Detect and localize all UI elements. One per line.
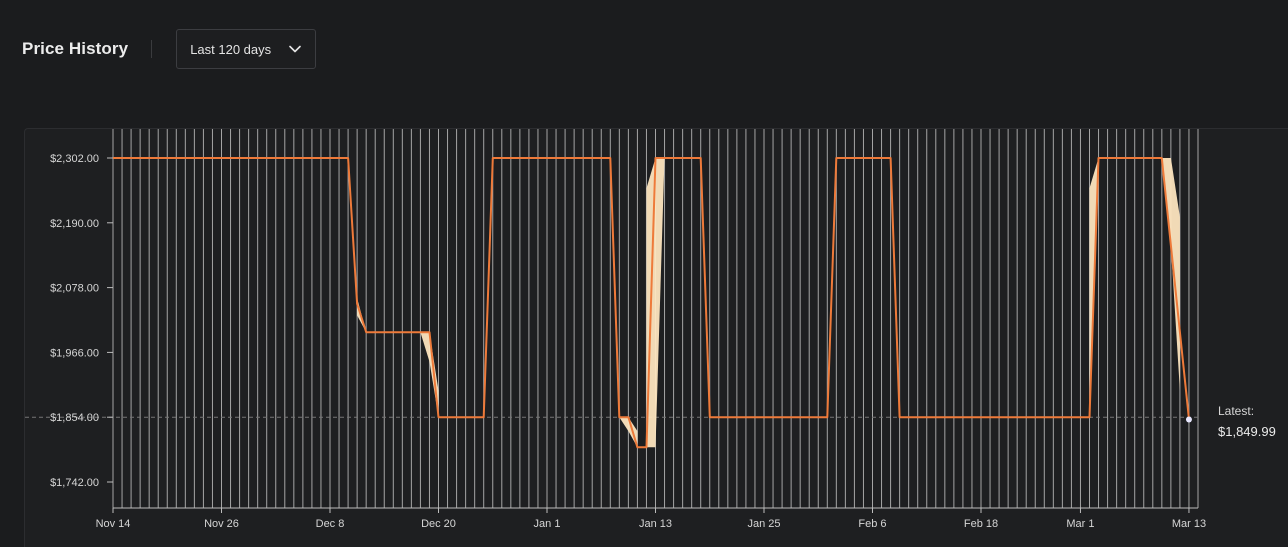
latest-value: $1,849.99 [1218,424,1276,439]
x-tick-label: Dec 20 [421,518,456,530]
latest-label: Latest: [1218,404,1254,418]
y-tick-label: $2,302.00 [50,153,99,165]
x-tick-label: Dec 8 [316,518,345,530]
y-tick-label: $1,966.00 [50,347,99,359]
price-band [1161,158,1180,391]
x-tick-label: Feb 18 [964,518,998,530]
price-band [357,298,367,333]
x-tick-label: Jan 1 [534,518,561,530]
page-title: Price History [22,39,129,58]
price-band [646,158,665,448]
y-tick-label: $1,742.00 [50,477,99,489]
x-tick-label: Feb 6 [858,518,886,530]
header: Price History Last 120 days [22,29,317,69]
header-divider [151,40,153,58]
price-band [619,417,638,448]
chevron-down-icon [288,42,302,56]
date-range-label: Last 120 days [190,41,272,57]
y-tick-label: $1,854.00 [50,412,99,424]
date-range-dropdown[interactable]: Last 120 days [176,29,317,69]
y-tick-label: $2,078.00 [50,283,99,295]
x-tick-label: Mar 13 [1172,518,1206,530]
price-line [113,157,1190,449]
latest-point [1185,416,1192,423]
x-tick-label: Mar 1 [1066,518,1094,530]
chart-card: $2,302.00 $2,190.00 $2,078.00 $1,966.00 $1,8… [24,128,1288,547]
x-tick-label: Jan 13 [639,518,672,530]
price-history-chart[interactable]: $2,302.00 $2,190.00 $2,078.00 $1,966.00 $1,8… [25,129,1288,547]
x-tick-label: Jan 25 [747,518,780,530]
y-tick-label: $2,190.00 [50,218,99,230]
x-tick-label: Nov 14 [96,518,131,530]
x-tick-label: Nov 26 [204,518,239,530]
